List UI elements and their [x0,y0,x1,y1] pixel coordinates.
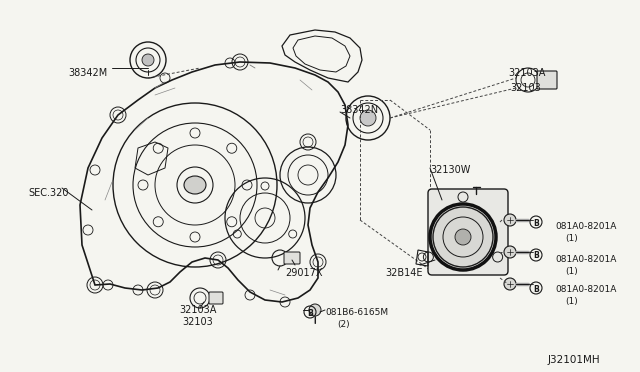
Circle shape [504,214,516,226]
Circle shape [504,278,516,290]
Text: J32101MH: J32101MH [547,355,600,365]
Text: 38342N: 38342N [340,105,378,115]
Text: B: B [307,308,313,317]
Circle shape [309,304,321,316]
Text: 29017X: 29017X [285,268,323,278]
Circle shape [504,246,516,258]
Ellipse shape [184,176,206,194]
FancyBboxPatch shape [537,71,557,89]
Circle shape [433,207,493,267]
Text: 32130W: 32130W [430,165,470,175]
Text: 081A0-8201A: 081A0-8201A [555,255,616,264]
Text: B: B [533,218,539,228]
Text: (2): (2) [337,320,349,329]
Text: 32103: 32103 [510,83,541,93]
Text: 081B6-6165M: 081B6-6165M [325,308,388,317]
Circle shape [455,229,471,245]
Text: 32103: 32103 [182,317,213,327]
Circle shape [142,54,154,66]
Text: (1): (1) [565,234,578,243]
FancyBboxPatch shape [284,252,300,264]
Text: 32B14E: 32B14E [385,268,422,278]
Text: (1): (1) [565,267,578,276]
FancyBboxPatch shape [209,292,223,304]
Text: (1): (1) [565,297,578,306]
Text: SEC.320: SEC.320 [28,188,68,198]
Text: 081A0-8201A: 081A0-8201A [555,285,616,294]
Text: 32103A: 32103A [179,305,217,315]
Text: 38342M: 38342M [68,68,108,78]
Text: 32103A: 32103A [508,68,545,78]
FancyBboxPatch shape [428,189,508,275]
Circle shape [360,110,376,126]
Text: B: B [533,251,539,260]
Text: 081A0-8201A: 081A0-8201A [555,222,616,231]
Text: B: B [533,285,539,294]
